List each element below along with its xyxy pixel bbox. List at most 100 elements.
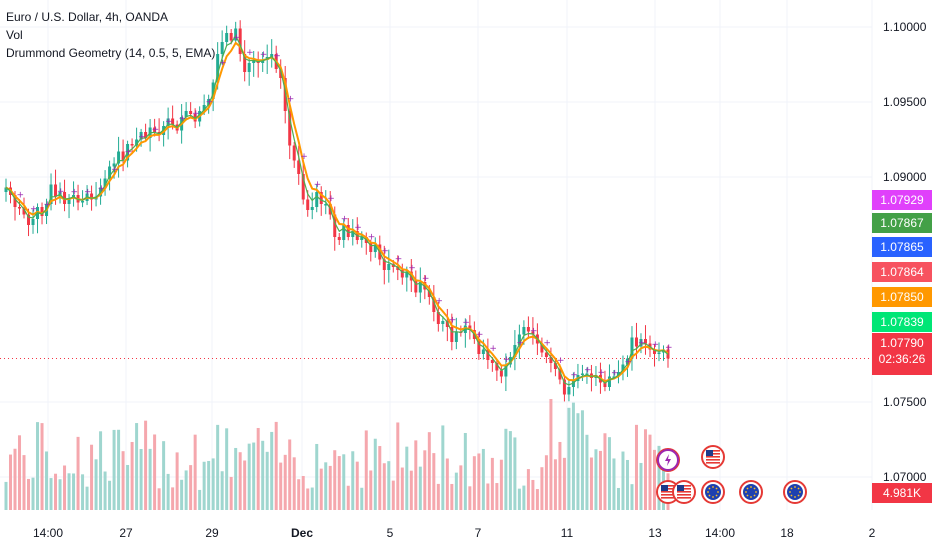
pldot-marker: +: [71, 188, 79, 198]
volume-bar: [211, 458, 215, 510]
candle-body: [630, 337, 634, 359]
flash-event-icon: [656, 448, 680, 472]
eu-star: [753, 494, 756, 497]
us-event-icon: [672, 480, 696, 504]
volume-bar: [468, 486, 472, 510]
candle-body: [418, 282, 422, 293]
candle-body: [252, 60, 256, 63]
volume-bar: [81, 474, 85, 510]
volume-bar: [171, 487, 175, 510]
volume-bar: [580, 410, 584, 510]
candle-body: [22, 208, 26, 215]
pldot-marker: +: [84, 188, 92, 198]
pldot-marker: +: [651, 340, 659, 350]
candle-body: [400, 270, 404, 278]
volume-bar: [432, 453, 436, 510]
price-tick-label: 1.07000: [883, 470, 927, 484]
price-label-purple: 1.07929: [872, 190, 932, 210]
eu-star: [797, 494, 800, 497]
flag-stripe: [661, 491, 675, 493]
candle-body: [211, 82, 215, 99]
pldot-marker: +: [665, 343, 673, 353]
volume-bar: [9, 454, 13, 510]
volume-bar: [499, 459, 503, 510]
pldot-marker: +: [111, 165, 119, 175]
candle-body: [549, 357, 553, 363]
candle-body: [49, 184, 53, 204]
volume-bar: [459, 465, 463, 510]
time-tick-label: 29: [205, 526, 219, 540]
candle-body: [306, 199, 310, 210]
lightning-icon: [665, 454, 671, 466]
candle-body: [270, 54, 274, 57]
eu-star: [790, 487, 793, 490]
volume-bar: [382, 463, 386, 510]
pldot-marker: +: [503, 355, 511, 365]
volume-bar: [99, 431, 103, 510]
eu-event-icon: [739, 480, 763, 504]
drummond-indicator-label[interactable]: Drummond Geometry (14, 0.5, 5, EMA): [6, 46, 216, 60]
volume-bar: [364, 430, 368, 510]
volume-bar: [486, 483, 490, 510]
volume-bar: [108, 480, 112, 510]
time-tick-label: 7: [474, 526, 482, 540]
time-tick-label: 11: [560, 526, 574, 540]
candle-body: [625, 358, 629, 365]
volume-bar: [585, 434, 589, 510]
pldot-marker: +: [341, 214, 349, 224]
candle-body: [67, 198, 71, 204]
volume-bar: [310, 487, 314, 510]
candle-body: [135, 139, 139, 146]
candles: [4, 20, 670, 402]
candle-body: [234, 28, 238, 41]
pldot-marker: +: [435, 296, 443, 306]
volume-bar: [238, 452, 242, 510]
volume-bar: [477, 453, 481, 510]
candle-body: [607, 376, 611, 387]
volume-bar: [657, 445, 661, 510]
volume-bar: [54, 473, 58, 510]
pldot-marker: +: [327, 194, 335, 204]
volume-bar: [418, 466, 422, 510]
volume-bar: [567, 407, 571, 510]
candle-body: [585, 373, 589, 375]
flag-stripe: [661, 494, 675, 496]
volume-bar: [400, 467, 404, 510]
candle-body: [445, 321, 449, 327]
us-event-icon: [701, 445, 725, 469]
candle-body: [81, 201, 85, 203]
price-tick-label: 1.10000: [883, 20, 927, 34]
price-label-green: 1.07867: [872, 213, 932, 233]
volume-bar: [184, 470, 188, 510]
volume-bar: [387, 461, 391, 510]
candle-body: [144, 132, 148, 138]
candle-body: [31, 219, 35, 225]
volume-bar: [450, 483, 454, 510]
pldot-marker: +: [246, 48, 254, 58]
pldot-marker: +: [300, 152, 308, 162]
symbol-title[interactable]: Euro / U.S. Dollar, 4h, OANDA: [6, 10, 169, 24]
volume-bar: [148, 448, 152, 510]
volume-bar: [36, 422, 40, 510]
candle-body: [558, 369, 562, 380]
candle-body: [477, 339, 481, 354]
candle-body: [427, 289, 431, 297]
candle-body: [27, 214, 31, 225]
candle-body: [90, 193, 94, 200]
volume-bar: [103, 471, 107, 510]
price-label-blue: 1.07865: [872, 237, 932, 257]
bar-countdown: 02:36:26: [878, 352, 926, 366]
vol-indicator-label[interactable]: Vol: [6, 28, 23, 42]
volume-bar: [31, 477, 35, 510]
candle-body: [301, 174, 305, 200]
volume-bar: [454, 472, 458, 510]
pldot-marker: +: [557, 356, 565, 366]
volume-bar: [594, 449, 598, 510]
volume-bar: [652, 449, 656, 510]
flag-stripe: [706, 462, 720, 464]
candle-body: [621, 364, 625, 372]
volume-bar: [301, 475, 305, 510]
eu-star: [753, 487, 756, 490]
candle-body: [103, 178, 107, 188]
